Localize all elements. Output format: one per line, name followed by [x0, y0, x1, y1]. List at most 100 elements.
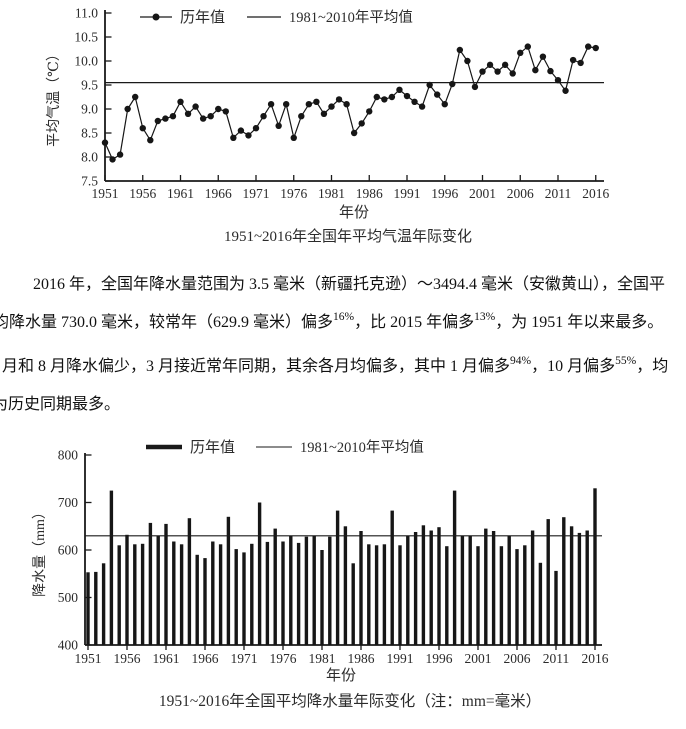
- bar-1974: [265, 541, 270, 645]
- bar-1987: [367, 544, 371, 645]
- temperature-chart: 7.5 8.0 8.5 9.0 9.5 10.0 10.5 11.0 1951 1956 1961 1…: [46, 6, 610, 246]
- y-tick-label: 7.5: [81, 174, 98, 189]
- percent-superscript: 16%: [333, 310, 355, 323]
- precipitation-chart-caption: 1951~2016年全国平均降水量年际变化（注：mm=毫米）: [159, 691, 541, 710]
- x-tick-label: 2016: [582, 651, 609, 666]
- bar-1963: [179, 544, 184, 645]
- paragraph-line: 为历史同期最多。: [0, 396, 121, 413]
- bar-2015: [585, 530, 589, 645]
- bar-1980: [312, 535, 316, 646]
- x-tick-label: 2006: [504, 651, 531, 666]
- bar-2002: [484, 528, 488, 645]
- temperature-legend: 历年值 1981~2010年平均值: [140, 9, 413, 26]
- x-tick-label: 1956: [114, 651, 141, 666]
- bar-2004: [499, 546, 504, 645]
- x-tick-label: 1996: [431, 186, 458, 201]
- y-tick-label: 700: [58, 495, 79, 510]
- temperature-plot-area: 7.5 8.0 8.5 9.0 9.5 10.0 10.5 11.0 1951 1956 1961 1…: [74, 6, 609, 202]
- bar-2008: [530, 530, 535, 645]
- precipitation-x-axis-label: 年份: [326, 667, 356, 684]
- bar-1991: [398, 545, 402, 646]
- bar-1983: [335, 510, 340, 645]
- x-tick-label: 2016: [582, 186, 609, 201]
- x-tick-label: 1986: [356, 186, 383, 201]
- temperature-x-axis-label: 年份: [339, 204, 369, 221]
- x-tick-label: 1976: [270, 651, 297, 666]
- legend-series-label: 历年值: [190, 439, 235, 456]
- bar-1993: [413, 532, 418, 645]
- bar-2012: [562, 517, 566, 645]
- bar-1977: [289, 535, 293, 646]
- bar-1957: [133, 544, 137, 645]
- bar-1984: [343, 526, 348, 646]
- bar-1962: [172, 541, 176, 645]
- y-tick-label: 400: [58, 638, 79, 653]
- x-tick-label: 1971: [243, 186, 270, 201]
- y-tick-label: 8.0: [81, 150, 98, 165]
- x-tick-label: 2011: [543, 651, 570, 666]
- bar-2006: [515, 549, 519, 645]
- bar-2000: [468, 535, 472, 646]
- x-tick-label: 1971: [231, 651, 258, 666]
- y-tick-label: 10.5: [74, 30, 98, 45]
- bar-1967: [211, 541, 215, 645]
- x-tick-label: 1961: [167, 186, 194, 201]
- x-tick-label: 2001: [465, 651, 492, 666]
- legend-marker-dot-icon: [152, 13, 160, 21]
- x-tick-label: 1991: [387, 651, 414, 666]
- y-tick-label: 600: [58, 543, 79, 558]
- precipitation-legend: 历年值 1981~2010年平均值: [146, 439, 424, 456]
- legend-average-label: 1981~2010年平均值: [300, 439, 424, 456]
- bar-1965: [195, 554, 199, 646]
- bar-1998: [452, 490, 457, 645]
- bar-1972: [250, 543, 254, 645]
- y-tick-label: 11.0: [75, 6, 98, 21]
- bar-1951: [86, 572, 90, 645]
- bar-1970: [234, 549, 238, 645]
- percent-superscript: 13%: [474, 310, 496, 323]
- bar-1990: [390, 510, 394, 645]
- bar-1954: [109, 490, 114, 645]
- bar-2007: [523, 545, 527, 646]
- temperature-series-points: [101, 43, 599, 163]
- y-tick-label: 9.0: [81, 102, 98, 117]
- y-tick-label: 9.5: [81, 78, 98, 93]
- x-tick-label: 1986: [348, 651, 375, 666]
- bar-1955: [117, 545, 121, 646]
- bar-1981: [320, 550, 324, 645]
- bar-1978: [296, 542, 301, 645]
- percent-superscript: 55%: [615, 354, 637, 367]
- precipitation-chart: 400 500 600 700 800 1951 1956 1961 1966 1971 1976 1…: [32, 439, 609, 710]
- bar-1982: [328, 536, 332, 645]
- bar-2009: [538, 562, 543, 645]
- bar-2003: [491, 531, 496, 645]
- bar-1985: [351, 563, 355, 645]
- bar-1979: [304, 536, 309, 645]
- y-tick-label: 800: [58, 448, 79, 463]
- bar-1966: [203, 558, 207, 645]
- bar-1956: [125, 534, 129, 645]
- paragraph-line: 2016 年，全国年降水量范围为 3.5 毫米（新疆托克逊）～3494.4 毫米…: [33, 276, 666, 293]
- x-tick-label: 1951: [75, 651, 102, 666]
- paragraph-line: 均降水量 730.0 毫米，较常年（629.9 毫米）偏多16%，比 2015 …: [0, 310, 664, 331]
- bar-1971: [242, 552, 246, 645]
- x-tick-label: 2006: [507, 186, 534, 201]
- x-tick-label: 1956: [129, 186, 156, 201]
- x-tick-label: 1991: [394, 186, 421, 201]
- x-tick-label: 2001: [469, 186, 496, 201]
- bar-1996: [437, 527, 441, 645]
- bar-1973: [257, 502, 262, 645]
- percent-superscript: 94%: [510, 354, 532, 367]
- paragraph-line: 2 月和 8 月降水偏少，3 月接近常年同期，其余各月均偏多，其中 1 月偏多9…: [0, 354, 669, 375]
- x-tick-label: 2011: [545, 186, 572, 201]
- legend-average-label: 1981~2010年平均值: [289, 9, 413, 26]
- y-tick-label: 10.0: [74, 54, 98, 69]
- bar-1995: [429, 530, 433, 645]
- bar-2010: [546, 519, 550, 645]
- bar-2001: [476, 546, 480, 645]
- bar-1986: [359, 531, 363, 645]
- bar-1999: [460, 535, 465, 646]
- temperature-chart-caption: 1951~2016年全国年平均气温年际变化: [224, 227, 472, 245]
- bar-1964: [187, 518, 192, 645]
- bar-2014: [577, 532, 582, 645]
